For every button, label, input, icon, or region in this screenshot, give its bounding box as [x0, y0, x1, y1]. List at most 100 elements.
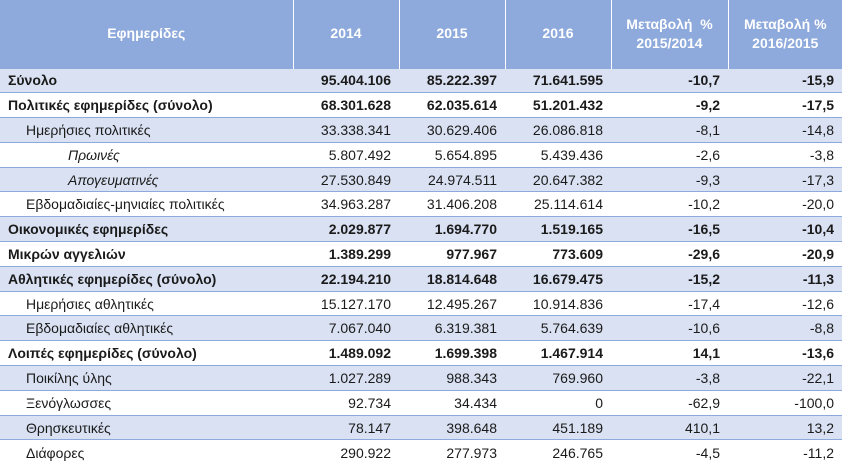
- cell-2016: 10.914.836: [505, 290, 611, 316]
- cell-2016: 5.439.436: [505, 141, 611, 168]
- cell-2014: 5.807.492: [293, 141, 399, 168]
- cell-2016: 1.467.914: [505, 340, 611, 366]
- cell-2015: 6.319.381: [399, 315, 505, 341]
- cell-2015: 30.629.406: [399, 117, 505, 143]
- cell-change-2015-2014: -9,3: [611, 166, 728, 192]
- table-row: Εβδομαδιαίες αθλητικές 7.067.040 6.319.3…: [0, 315, 842, 341]
- cell-2014: 92.734: [293, 389, 399, 416]
- row-label: Θρησκευτικές: [0, 414, 293, 440]
- cell-2014: 34.963.287: [293, 191, 399, 217]
- cell-2015: 1.694.770: [399, 216, 505, 242]
- cell-change-2016-2015: -12,6: [728, 290, 842, 316]
- cell-2016: 5.764.639: [505, 315, 611, 341]
- cell-2014: 290.922: [293, 439, 399, 465]
- row-label: Μικρών αγγελιών: [0, 241, 293, 267]
- cell-change-2015-2014: -62,9: [611, 389, 728, 416]
- cell-change-2016-2015: -3,8: [728, 141, 842, 168]
- cell-change-2015-2014: -16,5: [611, 216, 728, 242]
- cell-change-2015-2014: -9,2: [611, 92, 728, 118]
- header-change-2015-2014: Μεταβολή % 2015/2014: [611, 0, 729, 68]
- cell-change-2015-2014: -10,7: [611, 67, 728, 93]
- row-label: Πολιτικές εφημερίδες (σύνολο): [0, 92, 293, 118]
- cell-2014: 15.127.170: [293, 290, 399, 316]
- cell-2016: 451.189: [505, 414, 611, 440]
- cell-2016: 71.641.595: [505, 67, 611, 93]
- cell-2014: 1.027.289: [293, 365, 399, 391]
- cell-change-2016-2015: -11,2: [728, 439, 842, 465]
- table-row: Ημερήσιες αθλητικές 15.127.170 12.495.26…: [0, 290, 842, 316]
- cell-2014: 33.338.341: [293, 117, 399, 143]
- cell-change-2016-2015: -14,8: [728, 117, 842, 143]
- row-label: Αθλητικές εφημερίδες (σύνολο): [0, 265, 293, 292]
- cell-2014: 1.389.299: [293, 241, 399, 267]
- header-change-2016-2015-line1: Μεταβολή %: [743, 15, 827, 32]
- cell-change-2015-2014: -10,6: [611, 315, 728, 341]
- cell-change-2015-2014: -4,5: [611, 439, 728, 465]
- cell-2014: 95.404.106: [293, 67, 399, 93]
- cell-2015: 12.495.267: [399, 290, 505, 316]
- cell-change-2015-2014: -10,2: [611, 191, 728, 217]
- table-row: Πρωινές 5.807.492 5.654.895 5.439.436 -2…: [0, 141, 842, 168]
- cell-change-2016-2015: -8,8: [728, 315, 842, 341]
- table-row-political-total: Πολιτικές εφημερίδες (σύνολο) 68.301.628…: [0, 92, 842, 118]
- row-label: Εβδομαδιαίες-μηνιαίες πολιτικές: [0, 191, 293, 217]
- cell-change-2016-2015: -20,0: [728, 191, 842, 217]
- row-label: Ξενόγλωσσες: [0, 389, 293, 416]
- table-row-sports-total: Αθλητικές εφημερίδες (σύνολο) 22.194.210…: [0, 265, 842, 292]
- cell-change-2016-2015: -17,3: [728, 166, 842, 192]
- cell-2015: 977.967: [399, 241, 505, 267]
- row-label: Οικονομικές εφημερίδες: [0, 216, 293, 242]
- cell-change-2015-2014: 14,1: [611, 340, 728, 366]
- cell-2016: 26.086.818: [505, 117, 611, 143]
- table-row-classifieds: Μικρών αγγελιών 1.389.299 977.967 773.60…: [0, 241, 842, 267]
- cell-2015: 18.814.648: [399, 265, 505, 292]
- cell-change-2016-2015: -15,9: [728, 67, 842, 93]
- header-2015: 2015: [399, 0, 506, 68]
- cell-change-2015-2014: -8,1: [611, 117, 728, 143]
- cell-change-2015-2014: -29,6: [611, 241, 728, 267]
- row-label: Πρωινές: [0, 141, 293, 168]
- cell-2014: 7.067.040: [293, 315, 399, 341]
- table-row: Θρησκευτικές 78.147 398.648 451.189 410,…: [0, 414, 842, 440]
- cell-change-2016-2015: -100,0: [728, 389, 842, 416]
- table-row-other-total: Λοιπές εφημερίδες (σύνολο) 1.489.092 1.6…: [0, 340, 842, 366]
- cell-2016: 25.114.614: [505, 191, 611, 217]
- header-change-2015-2014-line1: Μεταβολή %: [626, 15, 713, 32]
- cell-2016: 51.201.432: [505, 92, 611, 118]
- cell-2015: 24.974.511: [399, 166, 505, 192]
- row-label: Ποικίλης ύλης: [0, 365, 293, 391]
- cell-change-2016-2015: -17,5: [728, 92, 842, 118]
- table-row: Ποικίλης ύλης 1.027.289 988.343 769.960 …: [0, 365, 842, 391]
- row-label: Εβδομαδιαίες αθλητικές: [0, 315, 293, 341]
- cell-2015: 5.654.895: [399, 141, 505, 168]
- cell-2015: 31.406.208: [399, 191, 505, 217]
- cell-2015: 398.648: [399, 414, 505, 440]
- cell-2014: 27.530.849: [293, 166, 399, 192]
- cell-2016: 20.647.382: [505, 166, 611, 192]
- row-label: Σύνολο: [0, 67, 293, 93]
- cell-2015: 85.222.397: [399, 67, 505, 93]
- cell-2016: 0: [505, 389, 611, 416]
- cell-change-2015-2014: -15,2: [611, 265, 728, 292]
- cell-2015: 988.343: [399, 365, 505, 391]
- cell-2015: 1.699.398: [399, 340, 505, 366]
- cell-2016: 246.765: [505, 439, 611, 465]
- cell-2014: 22.194.210: [293, 265, 399, 292]
- cell-2014: 1.489.092: [293, 340, 399, 366]
- row-label: Απογευματινές: [0, 166, 293, 192]
- cell-2016: 769.960: [505, 365, 611, 391]
- cell-2014: 2.029.877: [293, 216, 399, 242]
- cell-change-2016-2015: -11,3: [728, 265, 842, 292]
- table-row-total: Σύνολο 95.404.106 85.222.397 71.641.595 …: [0, 67, 842, 93]
- table-row: Διάφορες 290.922 277.973 246.765 -4,5 -1…: [0, 439, 842, 465]
- header-change-2015-2014-line2: 2015/2014: [636, 34, 703, 51]
- cell-change-2016-2015: -13,6: [728, 340, 842, 366]
- header-2016: 2016: [505, 0, 612, 68]
- row-label: Λοιπές εφημερίδες (σύνολο): [0, 340, 293, 366]
- cell-change-2015-2014: -3,8: [611, 365, 728, 391]
- row-label: Διάφορες: [0, 439, 293, 465]
- cell-change-2015-2014: -17,4: [611, 290, 728, 316]
- cell-change-2016-2015: -22,1: [728, 365, 842, 391]
- header-2014: 2014: [293, 0, 400, 68]
